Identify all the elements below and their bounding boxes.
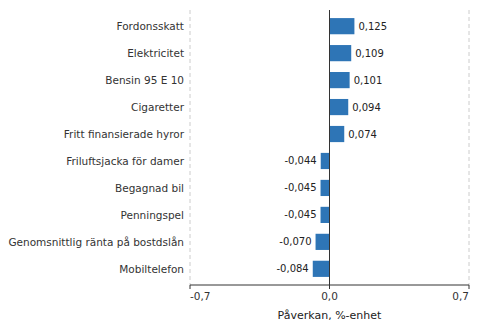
y-axis: Mobiltelefon Genomsnittlig ränta på bostd… xyxy=(8,20,184,275)
category-label: Fordonsskatt xyxy=(117,20,184,32)
tick-label: 0,0 xyxy=(321,290,338,302)
zero-line xyxy=(329,10,330,285)
chart: -0,084 -0,070 -0,045 -0,045 -0,044 0,074 0,094… xyxy=(0,0,491,327)
data-label: -0,044 xyxy=(284,155,316,166)
category-label: Bensin 95 E 10 xyxy=(105,74,184,86)
bar xyxy=(330,45,352,61)
bar xyxy=(321,153,330,169)
bar xyxy=(330,126,345,142)
category-label: Cigaretter xyxy=(131,101,185,113)
data-label: 0,074 xyxy=(348,129,377,140)
tick-mark xyxy=(469,285,470,289)
tick-label: -0,7 xyxy=(190,290,211,302)
category-label: Mobiltelefon xyxy=(119,263,184,275)
data-label: 0,109 xyxy=(355,48,384,59)
data-label: -0,070 xyxy=(279,236,311,247)
x-axis: -0,7 0,0 0,7 Påverkan, %-enhet xyxy=(190,285,469,322)
category-label: Fritt finansierade hyror xyxy=(64,128,185,140)
x-axis-label: Påverkan, %-enhet xyxy=(278,309,382,322)
category-label: Elektricitet xyxy=(127,47,184,59)
category-label: Penningspel xyxy=(121,209,184,221)
data-label: 0,094 xyxy=(352,102,381,113)
bar xyxy=(313,261,330,277)
bar xyxy=(330,99,349,115)
grid xyxy=(190,10,469,285)
data-label: 0,101 xyxy=(354,75,383,86)
category-label: Friluftsjacka för damer xyxy=(66,155,185,167)
data-label: 0,125 xyxy=(358,21,387,32)
grid-line xyxy=(190,10,191,285)
grid-line xyxy=(469,10,470,285)
data-label: -0,045 xyxy=(284,182,316,193)
data-label: -0,045 xyxy=(284,209,316,220)
grid-line xyxy=(329,10,330,285)
bar xyxy=(321,207,330,223)
bar xyxy=(316,234,330,250)
data-label: -0,084 xyxy=(277,263,309,274)
tick-label: 0,7 xyxy=(452,290,469,302)
category-label: Genomsnittlig ränta på bostdslån xyxy=(8,236,184,248)
bars xyxy=(313,18,355,277)
data-labels: -0,084 -0,070 -0,045 -0,045 -0,044 0,074 0,094… xyxy=(277,21,388,275)
tick-mark xyxy=(190,285,191,289)
bar xyxy=(330,18,355,34)
tick-mark xyxy=(329,285,330,289)
bar xyxy=(330,72,350,88)
category-label: Begagnad bil xyxy=(115,182,184,194)
bar xyxy=(321,180,330,196)
